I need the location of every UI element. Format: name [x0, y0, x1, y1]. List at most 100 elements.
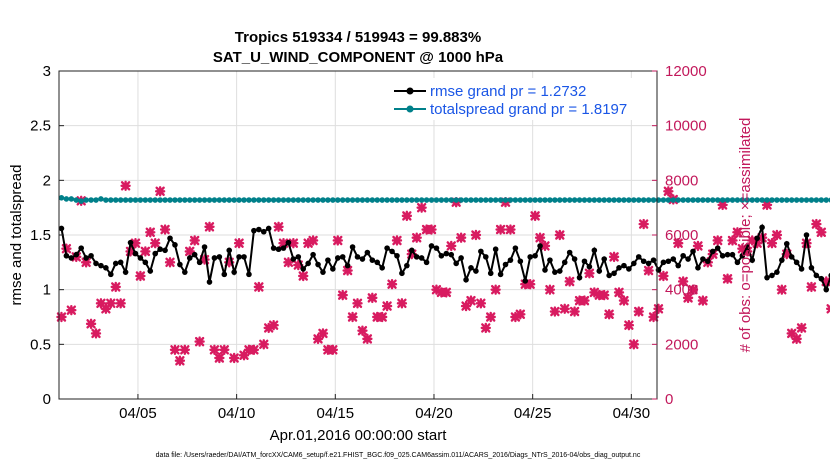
rmse-point: [78, 245, 85, 251]
spread-point: [557, 197, 563, 203]
spread-point: [774, 197, 780, 203]
rmse-point: [522, 278, 529, 284]
spread-point: [305, 197, 311, 203]
y-left-axis-ticks: 0 0.5 1 1.5 2 2.5 3: [30, 63, 64, 408]
spread-point: [803, 197, 810, 203]
rmse-point: [443, 250, 450, 257]
spread-point: [374, 197, 381, 203]
rmse-point: [251, 227, 257, 234]
spread-point: [418, 197, 425, 203]
spread-point: [542, 197, 548, 203]
obs-marker: [179, 344, 191, 355]
spread-point: [571, 197, 578, 203]
spread-point: [413, 197, 420, 203]
rmse-point: [527, 254, 533, 260]
obs-marker: [460, 300, 472, 312]
obs-marker: [66, 304, 77, 316]
spread-point: [147, 197, 154, 203]
rmse-point: [660, 259, 667, 266]
obs-marker: [381, 300, 393, 312]
rmse-point: [606, 272, 612, 279]
obs-marker: [697, 295, 709, 306]
rmse-point: [404, 262, 410, 269]
obs-marker: [145, 227, 156, 238]
spread-point: [112, 197, 119, 203]
spread-point: [339, 197, 346, 203]
rmse-point: [117, 259, 124, 266]
x-tick-label: 04/15: [317, 405, 355, 422]
spread-point: [83, 197, 89, 203]
obs-marker: [288, 238, 299, 249]
rmse-point: [226, 247, 233, 254]
spread-point: [813, 197, 820, 203]
obs-marker: [263, 322, 274, 334]
spread-point: [522, 197, 529, 203]
spread-point: [186, 197, 193, 203]
spread-point: [122, 197, 129, 203]
spread-point: [354, 197, 361, 203]
obs-marker: [801, 238, 812, 249]
spread-point: [616, 197, 622, 203]
obs-marker: [559, 303, 570, 314]
rmse-point: [769, 272, 775, 279]
rmse-point: [542, 267, 548, 273]
rmse-point: [359, 256, 366, 262]
rmse-point: [275, 246, 282, 253]
rmse-point: [645, 260, 652, 267]
spread-point: [473, 197, 479, 203]
spread-point: [78, 198, 85, 204]
spread-point: [779, 197, 785, 203]
obs-marker: [515, 309, 526, 320]
obs-marker: [120, 180, 131, 191]
obs-marker: [159, 224, 171, 235]
spread-point: [448, 197, 455, 203]
spread-point: [408, 197, 415, 203]
rmse-point: [596, 268, 603, 274]
rmse-point: [127, 239, 134, 246]
spread-point: [709, 197, 716, 203]
spread-point: [428, 197, 435, 203]
spread-point: [793, 197, 800, 203]
rmse-point: [399, 270, 405, 277]
obs-marker: [505, 224, 516, 235]
spread-point: [265, 197, 272, 203]
obs-marker: [312, 333, 324, 345]
spread-point: [754, 197, 760, 203]
rmse-point: [172, 242, 178, 248]
spread-point: [98, 196, 104, 202]
rmse-point: [374, 259, 381, 266]
obs-marker: [737, 243, 748, 254]
rmse-point: [93, 260, 99, 267]
spread-point: [719, 197, 726, 203]
y-left-axis-label: rmse and totalspread: [8, 165, 25, 306]
spread-point: [300, 197, 307, 203]
spread-point: [290, 197, 297, 203]
rmse-point: [552, 269, 558, 275]
obs-marker: [357, 325, 368, 336]
obs-marker: [238, 350, 250, 361]
rmse-point: [759, 224, 765, 231]
y-left-tick-label: 0.5: [30, 336, 51, 353]
spread-point: [162, 197, 168, 203]
spread-point: [749, 197, 756, 203]
obs-marker: [712, 235, 723, 246]
rmse-point: [788, 254, 795, 260]
rmse-point: [458, 255, 464, 261]
rmse-point: [241, 254, 247, 260]
spread-point: [783, 197, 790, 203]
obs-marker: [248, 344, 260, 355]
rmse-point: [680, 252, 686, 259]
rmse-point: [191, 251, 198, 258]
spread-point: [705, 197, 711, 203]
obs-marker: [293, 259, 304, 271]
obs-marker: [816, 227, 827, 238]
rmse-point: [433, 245, 440, 251]
obs-marker: [742, 246, 753, 257]
rmse-point: [290, 256, 297, 262]
obs-marker: [569, 306, 580, 317]
rmse-point: [547, 257, 553, 263]
obs-marker: [441, 287, 452, 298]
spread-point: [196, 197, 203, 203]
spread-point: [645, 197, 652, 203]
spread-point: [73, 197, 80, 203]
